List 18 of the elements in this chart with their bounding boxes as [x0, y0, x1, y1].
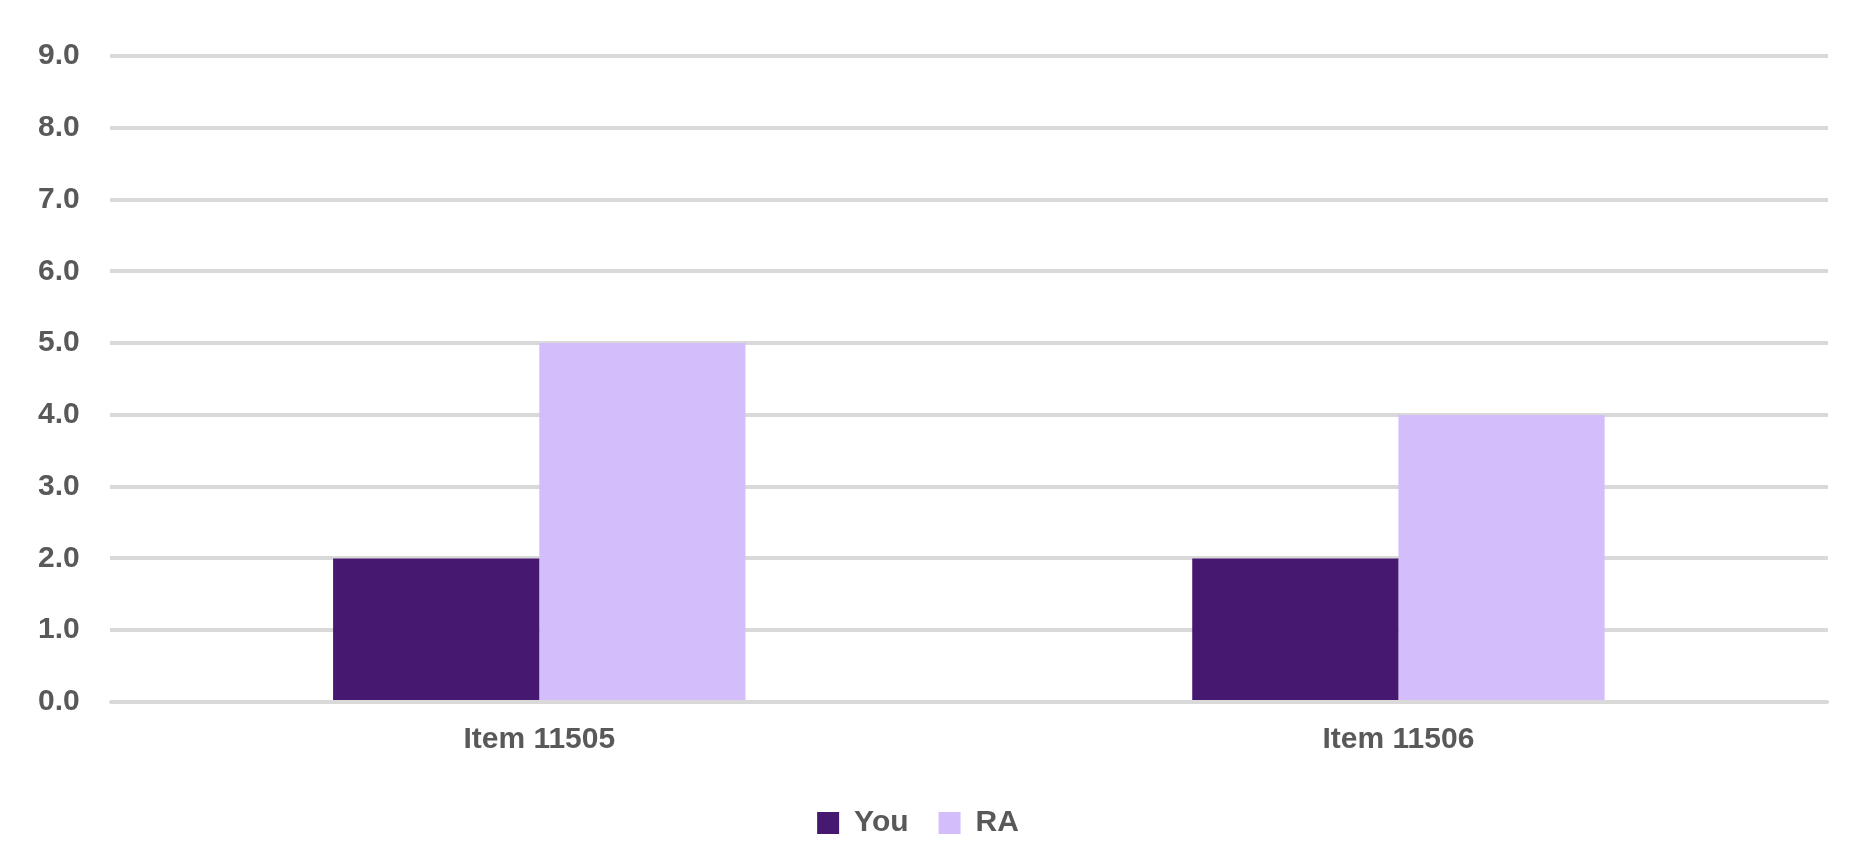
legend-label: You — [854, 804, 909, 838]
y-tick-label: 1.0 — [37, 611, 80, 645]
y-tick-label: 4.0 — [37, 396, 80, 430]
y-tick-label: 8.0 — [37, 109, 80, 143]
y-tick-label: 5.0 — [37, 324, 80, 358]
legend-label: RA — [975, 804, 1019, 838]
bar — [539, 343, 746, 700]
y-tick-label: 3.0 — [37, 467, 80, 501]
bar — [1398, 414, 1605, 700]
y-tick-label: 7.0 — [37, 180, 80, 214]
y-tick-label: 2.0 — [37, 539, 80, 573]
bar — [333, 558, 540, 700]
y-tick-label: 0.0 — [37, 683, 80, 717]
x-tick-label: Item 11506 — [1322, 721, 1475, 755]
x-tick-label: Item 11505 — [463, 721, 616, 755]
y-tick-label: 9.0 — [37, 37, 80, 71]
bar — [1192, 558, 1399, 700]
y-tick-label: 6.0 — [37, 252, 80, 286]
